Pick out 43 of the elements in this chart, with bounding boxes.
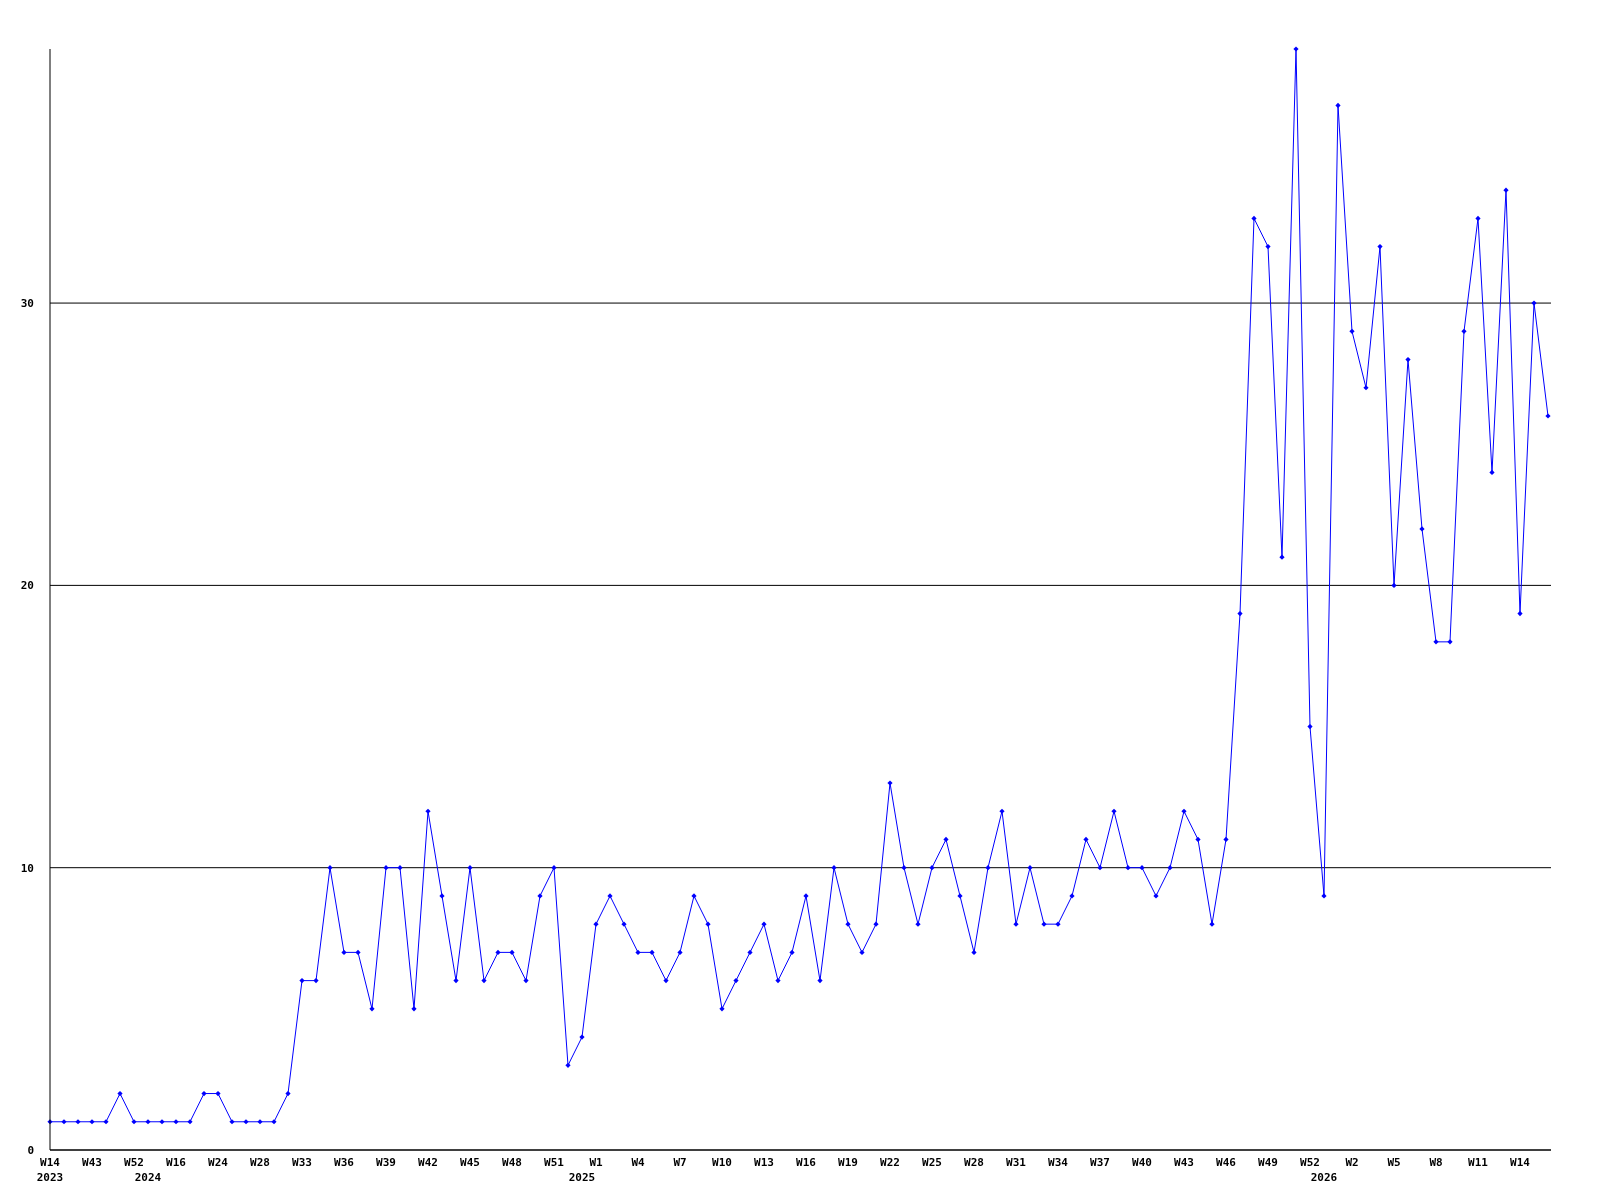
x-tick-label: W39 — [376, 1156, 396, 1169]
x-tick-label: W28 — [964, 1156, 984, 1169]
x-tick-label: W36 — [334, 1156, 355, 1169]
x-tick-label: W22 — [880, 1156, 900, 1169]
x-tick-label: W14 — [1510, 1156, 1531, 1169]
x-tick-label: W1 — [589, 1156, 603, 1169]
x-tick-label: W34 — [1048, 1156, 1069, 1169]
x-tick-label: W37 — [1090, 1156, 1110, 1169]
x-tick-label: W28 — [250, 1156, 270, 1169]
x-tick-label: W10 — [712, 1156, 732, 1169]
x-tick-label: W7 — [673, 1156, 687, 1169]
x-tick-label: W51 — [544, 1156, 565, 1169]
y-tick-label: 30 — [20, 297, 34, 311]
x-tick-label: 2025 — [568, 1171, 596, 1184]
y-tick-label: 0 — [27, 1144, 34, 1157]
x-tick-label: W43 — [1174, 1156, 1194, 1169]
x-tick-label: W4 — [631, 1156, 645, 1169]
x-tick-label: W43 — [82, 1156, 102, 1169]
x-tick-label: 2024 — [134, 1171, 162, 1184]
x-tick-label: W25 — [922, 1156, 942, 1169]
x-tick-label: W49 — [1258, 1156, 1278, 1169]
x-tick-label: W5 — [1387, 1156, 1401, 1169]
x-tick-label: W40 — [1132, 1156, 1152, 1169]
x-tick-label: W33 — [292, 1156, 312, 1169]
x-tick-label: W52 — [124, 1156, 144, 1169]
x-tick-label: W16 — [166, 1156, 187, 1169]
x-tick-label: W11 — [1468, 1156, 1489, 1169]
x-tick-label: W31 — [1006, 1156, 1027, 1169]
x-tick-label: W13 — [754, 1156, 774, 1169]
x-tick-label: W45 — [460, 1156, 480, 1169]
x-tick-label: W42 — [418, 1156, 438, 1169]
x-tick-label: W2 — [1345, 1156, 1359, 1169]
y-tick-label: 20 — [20, 579, 34, 593]
x-tick-label: W14 2023 — [36, 1156, 64, 1184]
x-tick-label: W8 — [1429, 1156, 1443, 1169]
x-tick-label: 2026 — [1310, 1171, 1338, 1184]
x-tick-label: W16 — [796, 1156, 817, 1169]
x-tick-label: W19 — [838, 1156, 858, 1169]
y-tick-label: 10 — [20, 861, 34, 875]
x-tick-label: W24 — [208, 1156, 229, 1169]
x-tick-label: W52 — [1300, 1156, 1320, 1169]
x-tick-label: W46 — [1216, 1156, 1237, 1169]
x-tick-label: W48 — [502, 1156, 522, 1169]
